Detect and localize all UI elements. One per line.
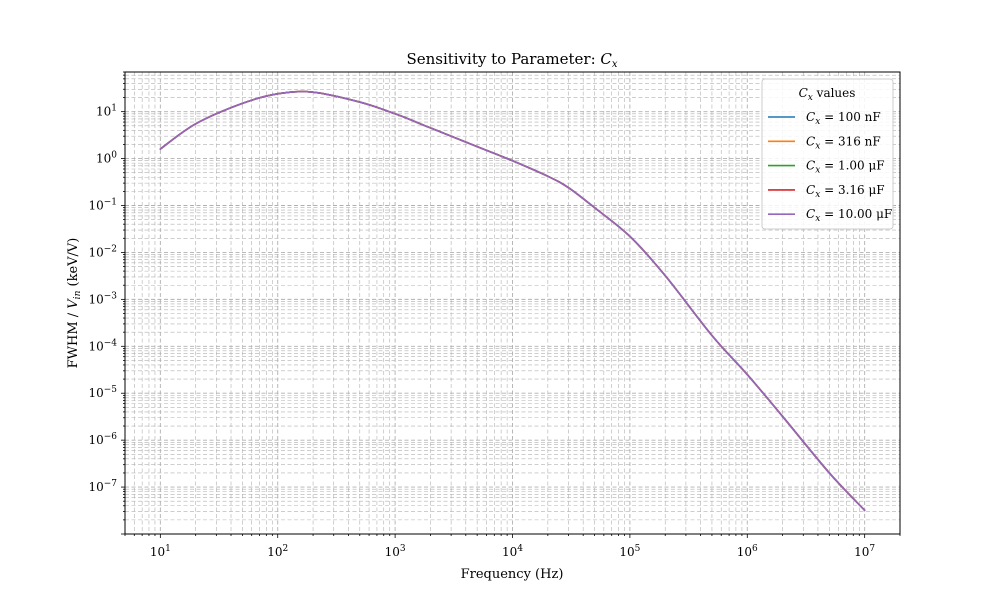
- legend-subscript: x: [815, 141, 820, 151]
- legend-value: = 3.16 μF: [820, 183, 884, 197]
- y-tick-label: 10−7: [88, 479, 117, 494]
- y-tick-base: 10: [96, 105, 111, 119]
- y-tick-label: 10−2: [88, 244, 117, 259]
- y-tick-label: 10−4: [88, 338, 117, 353]
- legend-value: = 100 nF: [820, 110, 880, 124]
- legend-value: = 316 nF: [820, 134, 880, 148]
- y-tick-base: 10: [88, 433, 103, 447]
- y-tick-base: 10: [96, 152, 111, 166]
- legend-subscript: x: [815, 214, 820, 224]
- y-tick-base: 10: [88, 386, 103, 400]
- legend-value: = 1.00 μF: [820, 159, 884, 173]
- y-tick-exponent: −5: [104, 385, 118, 395]
- legend-label: Cx = 3.16 μF: [806, 183, 885, 200]
- legend-label: Cx = 1.00 μF: [806, 159, 885, 176]
- x-tick-base: 10: [385, 545, 400, 559]
- y-tick-exponent: −6: [104, 432, 118, 442]
- legend-value: = 10.00 μF: [820, 207, 892, 221]
- x-tick-exponent: 5: [635, 544, 641, 554]
- legend-subscript: x: [815, 166, 820, 176]
- legend-symbol: C: [806, 110, 815, 124]
- y-tick-base: 10: [88, 292, 103, 306]
- y-tick-exponent: −3: [104, 291, 118, 301]
- series-lines: [159, 90, 866, 512]
- y-tick-base: 10: [88, 480, 103, 494]
- legend-symbol: C: [806, 183, 815, 197]
- x-tick-label: 107: [854, 544, 875, 559]
- chart-title: Sensitivity to Parameter: Cx: [406, 50, 617, 70]
- y-tick-label: 10−1: [88, 198, 117, 213]
- y-tick-exponent: −4: [104, 338, 118, 348]
- y-tick-label: 100: [96, 151, 117, 166]
- legend-subscript: x: [815, 117, 820, 127]
- y-tick-exponent: −1: [104, 198, 117, 208]
- series-line-5: [159, 90, 866, 512]
- y-axis-label: FWHM / Vin (keV/V): [66, 238, 83, 369]
- x-tick-base: 10: [502, 545, 517, 559]
- x-tick-exponent: 7: [869, 544, 875, 554]
- y-tick-label: 10−5: [88, 385, 117, 400]
- x-tick-base: 10: [737, 545, 752, 559]
- x-tick-label: 101: [150, 544, 171, 559]
- legend-subscript: x: [815, 190, 820, 200]
- y-tick-exponent: −2: [104, 244, 117, 254]
- x-tick-base: 10: [267, 545, 282, 559]
- y-tick-label: 101: [96, 104, 117, 119]
- y-tick-label: 10−3: [88, 291, 117, 306]
- plot-frame: [124, 71, 901, 535]
- y-tick-exponent: 0: [111, 151, 117, 161]
- x-tick-label: 103: [385, 544, 406, 559]
- x-tick-exponent: 6: [752, 544, 758, 554]
- ticks: 101 102 103 104 105 106 10710110010−110−210−31…: [88, 71, 901, 559]
- x-tick-base: 10: [619, 545, 634, 559]
- x-tick-label: 102: [267, 544, 288, 559]
- y-tick-base: 10: [88, 245, 103, 259]
- x-tick-exponent: 2: [282, 544, 288, 554]
- y-tick-label: 10−6: [88, 432, 117, 447]
- y-tick-exponent: −7: [104, 479, 118, 489]
- x-axis-label: Frequency (Hz): [461, 567, 564, 582]
- x-tick-exponent: 3: [400, 544, 406, 554]
- x-tick-label: 105: [619, 544, 640, 559]
- legend-label: Cx = 10.00 μF: [806, 207, 892, 224]
- y-tick-base: 10: [88, 199, 103, 213]
- x-tick-exponent: 1: [165, 544, 171, 554]
- x-tick-base: 10: [150, 545, 165, 559]
- legend-label: Cx = 316 nF: [806, 134, 881, 151]
- legend-symbol: C: [806, 207, 815, 221]
- legend-label: Cx = 100 nF: [806, 110, 881, 127]
- legend-symbol: C: [806, 134, 815, 148]
- x-tick-base: 10: [854, 545, 869, 559]
- y-tick-base: 10: [88, 339, 103, 353]
- x-tick-label: 106: [737, 544, 758, 559]
- x-tick-exponent: 4: [517, 544, 523, 554]
- legend-title: Cx values: [799, 86, 856, 103]
- legend-symbol: C: [806, 159, 815, 173]
- y-tick-exponent: 1: [111, 104, 117, 114]
- x-tick-label: 104: [502, 544, 523, 559]
